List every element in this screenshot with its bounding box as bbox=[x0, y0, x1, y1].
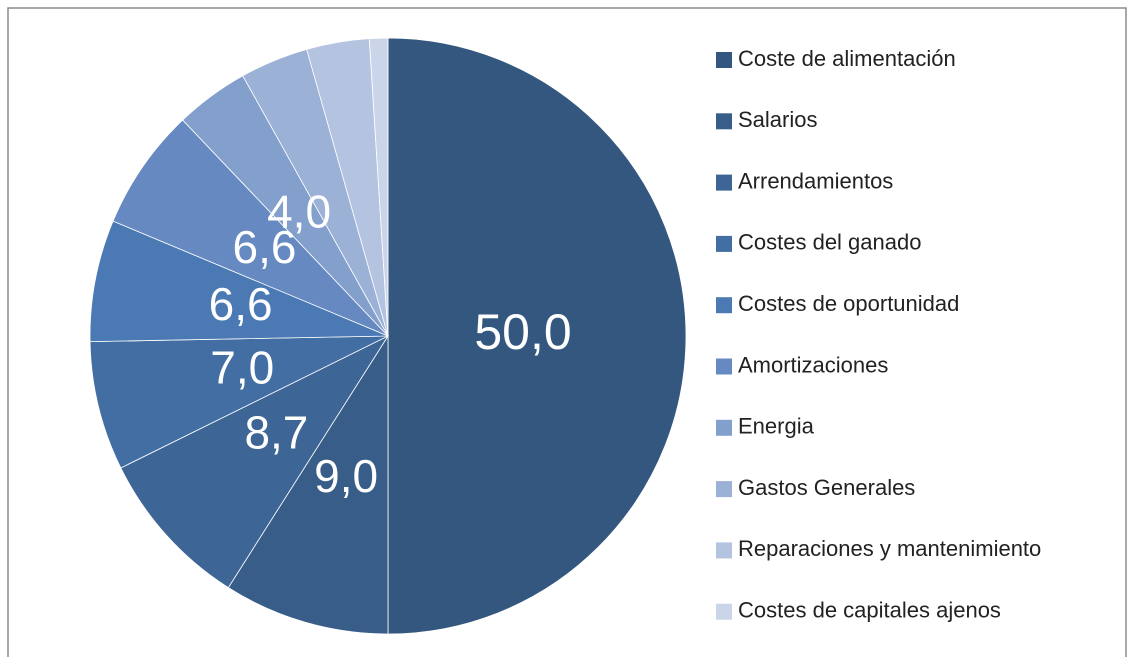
pie-slice bbox=[89, 220, 389, 343]
legend-swatch bbox=[716, 542, 732, 559]
data-label: 4,0 bbox=[267, 185, 331, 237]
data-label: 50,0 bbox=[474, 304, 571, 360]
data-label: 8,7 bbox=[244, 406, 308, 458]
pie-slice bbox=[368, 37, 389, 337]
data-label: 9,0 bbox=[314, 450, 378, 502]
legend-label: Gastos Generales bbox=[738, 475, 915, 500]
legend-swatch bbox=[716, 174, 732, 191]
pie-slice bbox=[89, 335, 389, 469]
pie-slice bbox=[120, 335, 390, 589]
legend-label: Reparaciones y mantenimiento bbox=[738, 536, 1041, 561]
legend-swatch bbox=[716, 113, 732, 130]
data-label: 6,6 bbox=[209, 278, 273, 330]
pie-slice bbox=[112, 119, 389, 337]
legend-swatch bbox=[716, 358, 732, 375]
legend-label: Amortizaciones bbox=[738, 352, 888, 377]
legend-label: Costes de oportunidad bbox=[738, 291, 959, 316]
legend-label: Costes de capitales ajenos bbox=[738, 598, 1001, 623]
legend-label: Coste de alimentación bbox=[738, 46, 956, 71]
legend-label: Energia bbox=[738, 414, 815, 439]
pie-slice bbox=[387, 37, 687, 635]
legend-swatch bbox=[716, 235, 732, 252]
legend-swatch bbox=[716, 603, 732, 620]
legend-swatch bbox=[716, 52, 732, 68]
legend-label: Salarios bbox=[738, 107, 817, 132]
chart-frame bbox=[7, 7, 1127, 657]
data-label: 6,6 bbox=[232, 221, 296, 273]
legend-label: Arrendamientos bbox=[738, 168, 893, 193]
legend-swatch bbox=[716, 481, 732, 498]
legend-swatch bbox=[716, 419, 732, 436]
data-label: 7,0 bbox=[210, 342, 274, 394]
legend-swatch bbox=[716, 297, 732, 314]
legend-label: Costes del ganado bbox=[738, 230, 921, 255]
pie-slice bbox=[227, 334, 389, 635]
